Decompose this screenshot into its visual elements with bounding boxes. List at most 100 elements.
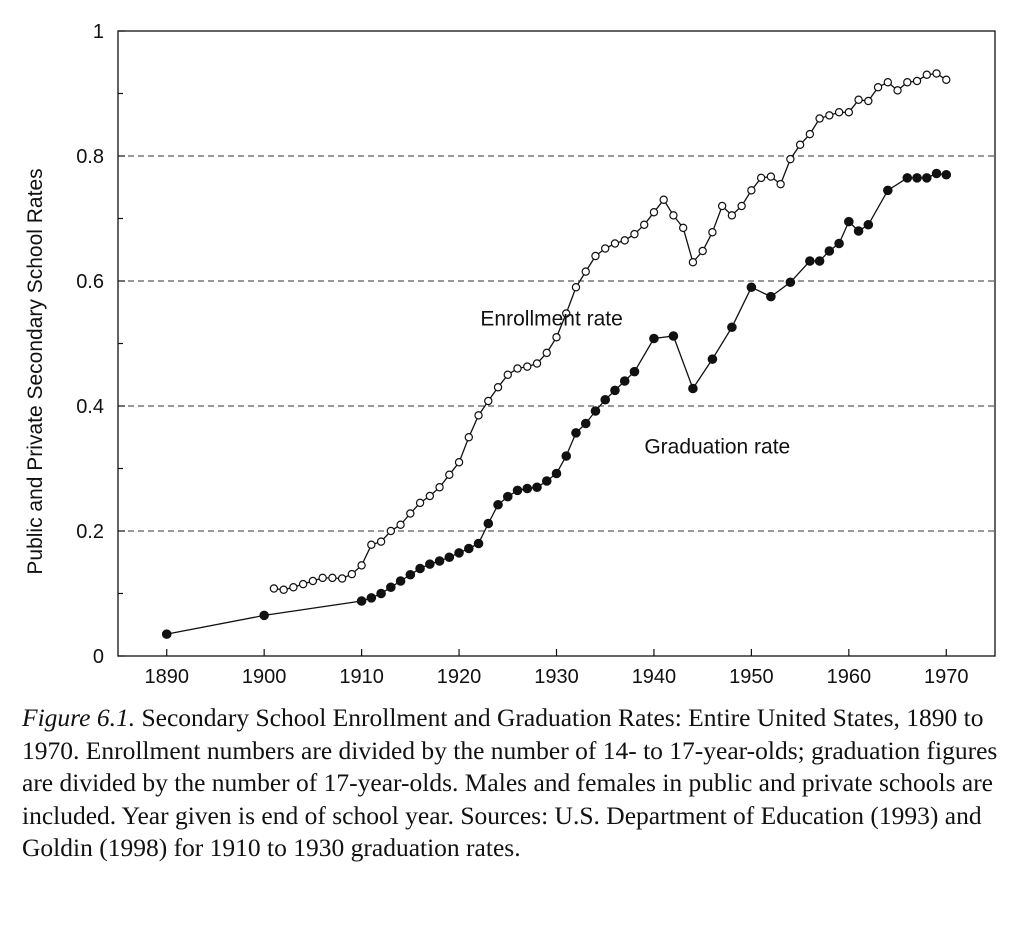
- enrollment-point: [756, 173, 766, 183]
- x-tick-label: 1960: [827, 666, 872, 688]
- graduation-point: [610, 385, 620, 396]
- x-tick-label: 1890: [144, 666, 189, 688]
- graduation-point: [902, 173, 913, 183]
- graduation-point: [561, 451, 572, 461]
- graduation-point: [834, 238, 844, 249]
- enrollment-point: [542, 348, 551, 358]
- enrollment-point: [786, 154, 795, 164]
- enrollment-point: [834, 108, 844, 117]
- enrollment-point: [523, 362, 532, 371]
- y-tick-label: 1: [93, 21, 104, 43]
- enrollment-point: [386, 526, 396, 536]
- enrollment-point: [552, 333, 561, 342]
- graduation-point: [502, 491, 513, 502]
- series-line-graduation: [166, 172, 947, 635]
- graduation-point: [785, 277, 796, 288]
- x-tick-label: 1940: [632, 666, 677, 688]
- graduation-point: [580, 418, 591, 429]
- graduation-point: [425, 559, 435, 569]
- y-tick-label: 0.4: [76, 396, 104, 418]
- graduation-point: [863, 219, 874, 230]
- enrollment-point: [376, 537, 386, 546]
- graduation-point: [600, 394, 611, 405]
- graduation-point: [493, 499, 503, 510]
- graduation-point: [649, 333, 659, 344]
- graduation-rate-label: Graduation rate: [644, 436, 790, 459]
- x-tick-label: 1970: [924, 666, 969, 688]
- enrollment-point: [464, 433, 473, 442]
- graduation-point: [454, 548, 464, 558]
- enrollment-point: [454, 458, 464, 467]
- graduation-point: [483, 518, 494, 529]
- enrollment-point: [776, 179, 785, 189]
- plot-frame: [117, 30, 996, 657]
- enrollment-point: [805, 129, 815, 139]
- enrollment-point: [415, 498, 425, 508]
- enrollment-point: [873, 83, 883, 92]
- graduation-point: [464, 543, 474, 554]
- graduation-point: [629, 366, 640, 377]
- graduation-point: [727, 322, 737, 333]
- x-tick-label: 1950: [729, 666, 774, 688]
- enrollment-point: [610, 239, 620, 248]
- enrollment-point: [445, 470, 454, 479]
- graduation-point: [434, 556, 445, 566]
- enrollment-point: [864, 96, 873, 106]
- enrollment-point: [815, 114, 824, 123]
- enrollment-point: [357, 561, 366, 570]
- enrollment-point: [269, 584, 279, 593]
- enrollment-point: [737, 201, 746, 211]
- enrollment-point: [435, 483, 444, 492]
- y-tick-label: 0.6: [76, 271, 104, 293]
- graduation-point: [512, 485, 523, 496]
- enrollment-point: [396, 520, 405, 529]
- graduation-point: [522, 483, 533, 494]
- x-tick-label: 1930: [534, 666, 579, 688]
- graduation-point: [746, 282, 757, 293]
- graduation-point: [941, 169, 952, 180]
- series-layer: [161, 69, 952, 639]
- graduation-point: [619, 376, 630, 386]
- enrollment-point: [903, 78, 912, 87]
- graduation-point: [386, 582, 396, 593]
- enrollment-point: [678, 223, 688, 233]
- x-tick-label: 1920: [437, 666, 482, 688]
- enrollment-point: [328, 573, 337, 583]
- enrollment-point: [279, 585, 288, 594]
- graduation-point: [571, 428, 581, 438]
- enrollment-rate-label: Enrollment rate: [480, 308, 622, 331]
- graduation-point: [366, 593, 377, 603]
- enrollment-point: [649, 208, 659, 217]
- graduation-point: [814, 256, 825, 266]
- enrollment-point: [367, 540, 376, 549]
- enrollment-point: [708, 228, 717, 237]
- enrollment-point: [942, 75, 951, 84]
- y-tick-label: 0.8: [76, 146, 104, 168]
- y-tick-label: 0: [93, 646, 104, 668]
- graduation-point: [853, 226, 864, 236]
- graduation-point: [883, 185, 893, 196]
- enrollment-point: [591, 251, 600, 261]
- enrollment-point: [932, 69, 941, 78]
- enrollment-point: [698, 246, 707, 256]
- figure-caption: Figure 6.1. Secondary School Enrollment …: [22, 702, 1002, 865]
- graduation-point: [376, 588, 386, 599]
- enrollment-point: [532, 359, 542, 368]
- graduation-point: [766, 291, 776, 302]
- graduation-point: [688, 383, 698, 394]
- enrollment-point: [562, 309, 571, 318]
- enrollment-point: [484, 396, 493, 406]
- graduation-point: [824, 246, 835, 256]
- enrollment-point: [406, 509, 415, 518]
- graduation-point: [541, 476, 552, 486]
- enrollment-point: [474, 411, 483, 420]
- graduation-point: [668, 331, 679, 341]
- graduation-point: [931, 168, 942, 179]
- graduation-point: [161, 629, 172, 639]
- graduation-point: [532, 482, 542, 493]
- enrollment-point: [747, 186, 756, 195]
- graduation-point: [405, 569, 416, 580]
- enrollment-point: [893, 86, 902, 95]
- graduation-point: [844, 216, 854, 227]
- line-chart: 00.20.40.60.81 1890 1900 1910 1920 1930 1940 1…: [24, 21, 996, 688]
